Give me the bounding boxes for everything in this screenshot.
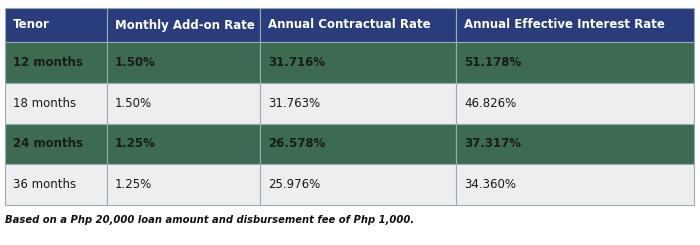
Text: 37.317%: 37.317%	[464, 137, 522, 150]
Bar	[107, 83, 260, 123]
Bar	[260, 123, 456, 164]
Text: 18 months: 18 months	[13, 97, 76, 110]
Text: 46.826%: 46.826%	[464, 97, 517, 110]
Bar	[260, 8, 456, 42]
Text: Based on a Php 20,000 loan amount and disbursement fee of Php 1,000.: Based on a Php 20,000 loan amount and di…	[5, 215, 414, 225]
Bar	[456, 123, 694, 164]
Text: Tenor: Tenor	[13, 19, 50, 32]
Text: 31.716%: 31.716%	[268, 56, 325, 69]
Bar	[5, 42, 107, 83]
Bar	[5, 83, 107, 123]
Bar	[5, 8, 107, 42]
Text: Monthly Add-on Rate: Monthly Add-on Rate	[115, 19, 255, 32]
Text: 31.763%: 31.763%	[268, 97, 320, 110]
Bar	[5, 164, 107, 205]
Bar	[107, 8, 260, 42]
Text: 1.25%: 1.25%	[115, 178, 152, 191]
Bar	[260, 42, 456, 83]
Bar	[107, 123, 260, 164]
Bar	[456, 83, 694, 123]
Text: 51.178%: 51.178%	[464, 56, 522, 69]
Text: Annual Effective Interest Rate: Annual Effective Interest Rate	[464, 19, 665, 32]
Text: 1.50%: 1.50%	[115, 56, 156, 69]
Text: 34.360%: 34.360%	[464, 178, 517, 191]
Text: 25.976%: 25.976%	[268, 178, 320, 191]
Bar	[260, 83, 456, 123]
Text: 24 months: 24 months	[13, 137, 83, 150]
Bar	[456, 8, 694, 42]
Bar	[107, 42, 260, 83]
Text: 36 months: 36 months	[13, 178, 76, 191]
Text: Annual Contractual Rate: Annual Contractual Rate	[268, 19, 430, 32]
Text: 26.578%: 26.578%	[268, 137, 326, 150]
Bar	[107, 164, 260, 205]
Text: 12 months: 12 months	[13, 56, 83, 69]
Bar	[5, 123, 107, 164]
Text: 1.50%: 1.50%	[115, 97, 152, 110]
Text: 1.25%: 1.25%	[115, 137, 156, 150]
Bar	[260, 164, 456, 205]
Bar	[456, 42, 694, 83]
Bar	[456, 164, 694, 205]
